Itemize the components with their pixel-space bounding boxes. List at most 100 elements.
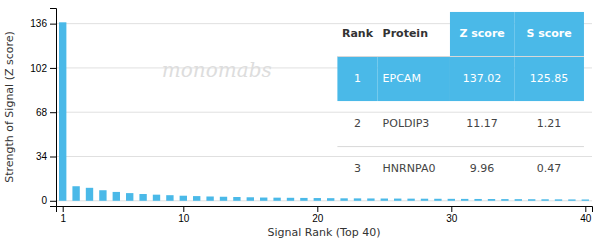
table-cell: 11.17 bbox=[466, 117, 498, 130]
bar bbox=[126, 193, 133, 201]
bar bbox=[260, 198, 267, 201]
table-cell: 9.96 bbox=[470, 162, 495, 175]
grid-line bbox=[56, 200, 592, 201]
table-header-cell: S score bbox=[526, 27, 571, 40]
y-tick-label: 136 bbox=[30, 18, 47, 29]
x-tick-mark bbox=[63, 206, 64, 212]
x-tick-label: 40 bbox=[580, 213, 592, 224]
y-tick: 34 bbox=[36, 151, 56, 162]
bar bbox=[180, 196, 187, 201]
bar bbox=[515, 199, 522, 201]
plot: monomabs 1 10 20 30 40 0 34 68 102 136 Rank Protein Z… bbox=[30, 9, 592, 225]
bar bbox=[166, 195, 173, 201]
x-tick-mark bbox=[451, 206, 452, 212]
bar bbox=[421, 199, 428, 201]
x-tick-mark bbox=[317, 206, 318, 212]
x-tick: 1 bbox=[60, 206, 66, 224]
bar bbox=[568, 199, 575, 200]
bar bbox=[555, 199, 562, 200]
y-axis: 0 34 68 102 136 bbox=[30, 9, 56, 207]
bar bbox=[233, 197, 240, 201]
y-tick-mark bbox=[50, 157, 56, 158]
table-cell: 3 bbox=[354, 162, 361, 175]
y-tick-label: 68 bbox=[36, 107, 48, 118]
bar bbox=[367, 198, 374, 200]
table-header-cell: Protein bbox=[383, 27, 428, 40]
y-tick-mark bbox=[50, 24, 56, 25]
watermark: monomabs bbox=[162, 58, 272, 82]
table-cell-bg bbox=[514, 12, 584, 57]
x-tick-label: 10 bbox=[178, 213, 190, 224]
bar bbox=[59, 22, 66, 200]
table: Rank Protein Z score S score 1 EPCAM 137.02 125… bbox=[337, 12, 584, 175]
bar bbox=[113, 192, 120, 201]
bar bbox=[86, 188, 93, 201]
y-tick-mark bbox=[50, 201, 56, 202]
table-cell: 2 bbox=[354, 117, 361, 130]
bar bbox=[541, 199, 548, 200]
table-cell-bg bbox=[450, 57, 514, 102]
chart: monomabs 1 10 20 30 40 0 34 68 102 136 Rank Protein Z… bbox=[0, 0, 600, 242]
bar bbox=[488, 199, 495, 201]
x-tick: 30 bbox=[446, 206, 458, 224]
y-tick-label: 34 bbox=[36, 151, 48, 162]
bar bbox=[461, 199, 468, 201]
grid-line bbox=[56, 156, 592, 157]
table-separator bbox=[337, 56, 584, 57]
x-tick-mark bbox=[585, 206, 586, 212]
y-tick-mark bbox=[50, 68, 56, 69]
table-header-cell: Rank bbox=[342, 27, 374, 40]
bar bbox=[582, 199, 589, 200]
bar bbox=[327, 198, 334, 201]
bar bbox=[287, 198, 294, 201]
y-axis-title: Strength of Signal (Z score) bbox=[3, 31, 16, 183]
x-tick-mark bbox=[183, 206, 184, 212]
x-tick: 40 bbox=[580, 206, 592, 224]
bar bbox=[139, 194, 146, 201]
bar bbox=[528, 199, 535, 201]
bar bbox=[381, 199, 388, 201]
x-tick: 20 bbox=[312, 206, 324, 224]
bar bbox=[193, 196, 200, 201]
table-cell: HNRNPA0 bbox=[383, 162, 436, 175]
bar bbox=[394, 199, 401, 201]
y-axis-line bbox=[50, 9, 57, 207]
y-tick: 136 bbox=[30, 18, 56, 29]
y-tick: 102 bbox=[30, 63, 56, 74]
table-cell: 125.85 bbox=[530, 72, 569, 85]
bar bbox=[501, 199, 508, 201]
bar bbox=[99, 190, 106, 201]
table-cell: EPCAM bbox=[383, 72, 421, 85]
bar bbox=[206, 196, 213, 200]
x-tick-label: 20 bbox=[312, 213, 324, 224]
bar bbox=[434, 199, 441, 201]
grid-line bbox=[56, 112, 592, 113]
table-cell: 1.21 bbox=[537, 117, 562, 130]
x-axis: 1 10 20 30 40 bbox=[57, 206, 593, 224]
x-tick-label: 30 bbox=[446, 213, 458, 224]
y-tick-label: 102 bbox=[30, 63, 47, 74]
y-tick: 0 bbox=[41, 195, 56, 206]
bar bbox=[340, 198, 347, 200]
bar bbox=[247, 197, 254, 201]
x-axis-title: Signal Rank (Top 40) bbox=[268, 226, 381, 239]
bar bbox=[273, 198, 280, 201]
bar bbox=[153, 195, 160, 201]
bar bbox=[474, 199, 481, 201]
x-axis-line bbox=[57, 207, 593, 213]
x-tick-label: 1 bbox=[60, 213, 66, 224]
x-tick: 10 bbox=[178, 206, 190, 224]
y-tick-label: 0 bbox=[41, 195, 47, 206]
table-cell: POLDIP3 bbox=[383, 117, 430, 130]
table-cell: 137.02 bbox=[463, 72, 502, 85]
bar bbox=[314, 198, 321, 201]
table-cell-bg bbox=[378, 57, 450, 102]
table-header-cell: Z score bbox=[459, 27, 504, 40]
bar bbox=[407, 199, 414, 201]
table-cell: 1 bbox=[354, 72, 361, 85]
y-tick-mark bbox=[50, 112, 56, 113]
table-cell: 0.47 bbox=[537, 162, 562, 175]
bar bbox=[300, 198, 307, 201]
bar bbox=[220, 197, 227, 201]
table-cell-bg bbox=[337, 57, 377, 102]
